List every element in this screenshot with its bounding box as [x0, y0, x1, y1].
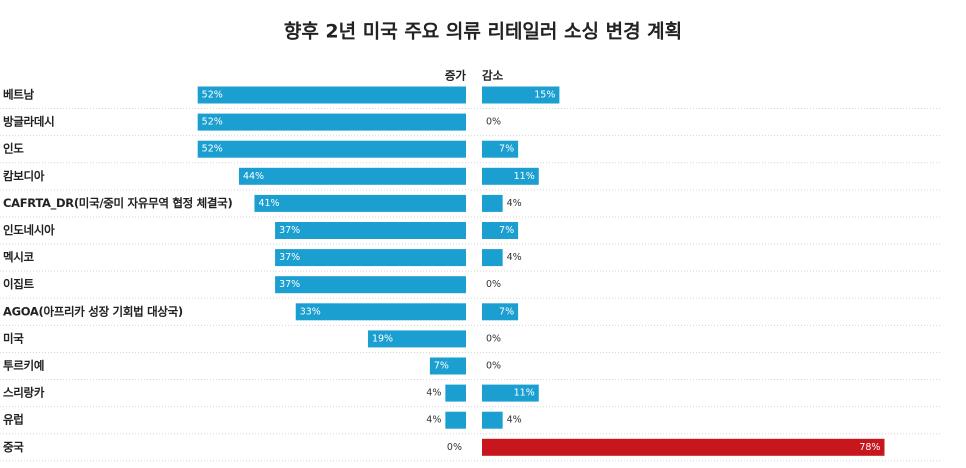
value-label: 4%: [507, 198, 522, 209]
bar: [254, 194, 466, 212]
bar: [482, 140, 519, 158]
category-label: 이집트: [3, 277, 35, 291]
bar: [482, 167, 539, 185]
bar: [197, 140, 466, 158]
value-label: 0%: [447, 442, 462, 453]
legend-entry: 증가: [445, 69, 467, 83]
value-label: 0%: [486, 361, 501, 372]
bar: [482, 384, 539, 402]
value-label: 7%: [499, 225, 514, 236]
category-label: 인도: [3, 142, 24, 156]
bar: [275, 276, 466, 294]
bar: [482, 303, 519, 321]
bar: [295, 303, 466, 321]
bar: [197, 113, 466, 131]
legend-entry: 감소: [482, 69, 504, 83]
category-label: 미국: [3, 331, 24, 345]
value-label: 41%: [258, 198, 279, 209]
value-label: 7%: [499, 306, 514, 317]
bar: [482, 249, 503, 267]
category-label: 유럽: [3, 413, 24, 427]
value-label: 0%: [486, 279, 501, 290]
value-label: 11%: [514, 171, 535, 182]
value-label: 0%: [486, 333, 501, 344]
value-label: 37%: [279, 225, 300, 236]
category-label: 방글라데시: [3, 115, 54, 129]
bar: [482, 411, 503, 429]
value-label: 37%: [279, 279, 300, 290]
value-label: 4%: [507, 252, 522, 263]
chart-title: 향후 2년 미국 주요 의류 리테일러 소싱 변경 계획: [284, 21, 682, 43]
value-label: 52%: [202, 90, 223, 101]
value-label: 7%: [434, 361, 449, 372]
category-label: AGOA(아프리카 성장 기회법 대상국): [3, 304, 183, 318]
bar: [367, 330, 466, 348]
category-label: 투르키예: [3, 359, 44, 373]
value-label: 37%: [279, 252, 300, 263]
value-label: 78%: [859, 442, 880, 453]
category-label: 멕시코: [3, 250, 35, 264]
category-label: 중국: [3, 440, 24, 454]
category-label: 인도네시아: [3, 223, 55, 237]
value-label: 0%: [486, 117, 501, 128]
value-label: 52%: [202, 144, 223, 155]
bar: [429, 357, 466, 375]
bar: [482, 194, 503, 212]
value-label: 19%: [372, 333, 393, 344]
bar: [275, 249, 466, 267]
bar: [197, 86, 466, 104]
value-label: 33%: [300, 306, 321, 317]
value-label: 52%: [202, 117, 223, 128]
category-label: 스리랑카: [3, 386, 45, 400]
category-label: 캄보디아: [3, 169, 45, 183]
value-label: 4%: [426, 415, 441, 426]
value-label: 15%: [534, 90, 555, 101]
bar: [238, 167, 466, 185]
value-label: 7%: [499, 144, 514, 155]
bar: [445, 411, 466, 429]
bar: [482, 86, 560, 104]
value-label: 4%: [507, 415, 522, 426]
value-label: 44%: [243, 171, 264, 182]
category-label: CAFRTA_DR(미국/중미 자유무역 협정 체결국): [3, 196, 232, 211]
value-label: 11%: [514, 388, 535, 399]
bar: [482, 222, 519, 239]
bar: [482, 438, 885, 456]
value-label: 4%: [426, 388, 441, 399]
bar: [275, 222, 466, 239]
bar: [445, 384, 466, 402]
category-label: 베트남: [3, 88, 35, 102]
